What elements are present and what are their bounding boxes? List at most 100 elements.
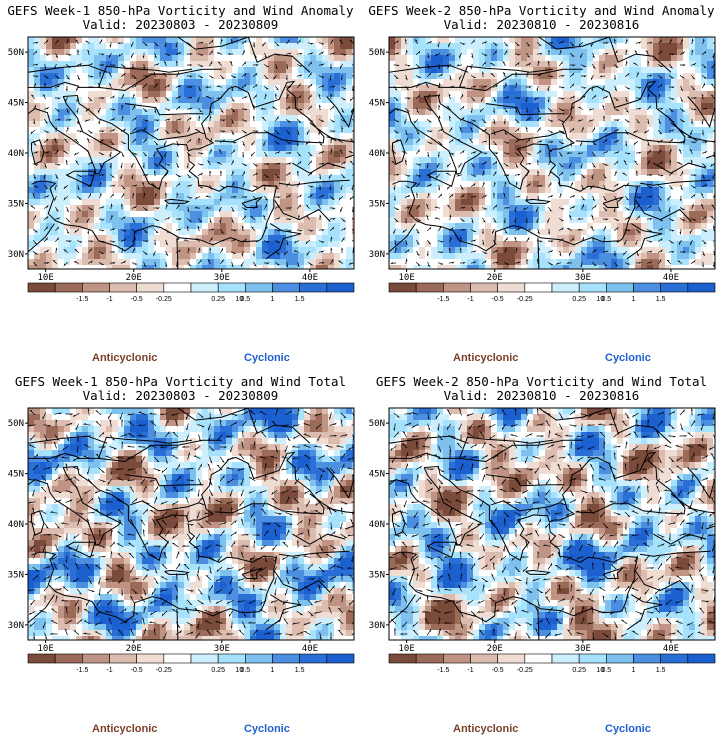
wind-arrow xyxy=(253,261,257,267)
shade-cell xyxy=(491,199,498,206)
shade-cell xyxy=(214,205,221,212)
shade-cell xyxy=(527,217,534,224)
shade-cell xyxy=(130,169,137,176)
shade-cell xyxy=(401,163,408,170)
wind-arrow xyxy=(32,75,39,78)
shade-cell xyxy=(136,163,143,170)
shade-cell xyxy=(166,55,173,62)
shade-cell xyxy=(334,55,341,62)
shade-cell xyxy=(539,55,546,62)
shade-cell xyxy=(148,43,155,50)
wind-arrow xyxy=(264,203,268,210)
shade-cell xyxy=(298,151,305,158)
shade-cell xyxy=(455,55,462,62)
shade-cell xyxy=(617,265,624,269)
shade-cell xyxy=(569,175,576,182)
shade-cell xyxy=(40,181,47,188)
shade-cell xyxy=(70,169,77,176)
shade-cell xyxy=(184,127,191,134)
shade-cell xyxy=(142,199,149,206)
shade-cell xyxy=(94,175,101,182)
shade-cell xyxy=(533,205,540,212)
shade-cell xyxy=(178,199,185,206)
shade-cell xyxy=(635,133,642,140)
shade-cell xyxy=(286,115,293,122)
shade-cell xyxy=(629,103,636,110)
shade-cell xyxy=(563,241,570,248)
shade-cell xyxy=(491,163,498,170)
wind-arrow xyxy=(318,261,325,264)
shade-cell xyxy=(106,91,113,98)
colorbar-tick-label: -1.5 xyxy=(76,296,88,303)
shade-cell xyxy=(334,193,341,200)
wind-arrow xyxy=(154,82,158,89)
wind-arrow xyxy=(55,226,59,232)
shade-cell xyxy=(431,121,438,128)
shade-cell xyxy=(617,91,624,98)
shade-cell xyxy=(455,139,462,146)
shade-cell xyxy=(461,79,468,86)
shade-cell xyxy=(707,181,714,188)
shade-cell xyxy=(713,85,715,92)
shade-cell xyxy=(545,175,552,182)
shade-cell xyxy=(280,187,287,194)
wind-arrow xyxy=(121,192,125,199)
wind-arrow xyxy=(318,162,325,165)
shade-cell xyxy=(46,121,53,128)
shade-cell xyxy=(310,247,317,254)
shade-cell xyxy=(701,133,708,140)
shade-cell xyxy=(328,121,335,128)
shade-cell xyxy=(274,211,281,218)
shade-cell xyxy=(340,199,347,206)
shade-cell xyxy=(557,229,564,236)
shade-cell xyxy=(635,241,642,248)
shade-cell xyxy=(437,205,444,212)
shade-cell xyxy=(142,181,149,188)
shade-cell xyxy=(268,217,275,224)
shade-cell xyxy=(587,127,594,134)
shade-cell xyxy=(467,187,474,194)
shade-cell xyxy=(178,109,185,116)
shade-cell xyxy=(485,205,492,212)
shade-cell xyxy=(58,139,65,146)
shade-cell xyxy=(629,127,636,134)
shade-cell xyxy=(707,259,714,266)
shade-cell xyxy=(689,247,696,254)
shade-cell xyxy=(665,235,672,242)
shade-cell xyxy=(70,55,77,62)
wind-arrow xyxy=(197,152,204,155)
shade-cell xyxy=(154,109,161,116)
shade-cell xyxy=(671,103,678,110)
shade-cell xyxy=(172,241,179,248)
shade-cell xyxy=(322,199,329,206)
shade-cell xyxy=(659,43,666,50)
wind-arrow xyxy=(241,130,248,134)
shade-cell xyxy=(202,169,209,176)
shade-cell xyxy=(274,55,281,62)
shade-cell xyxy=(232,163,239,170)
shade-cell xyxy=(328,133,335,140)
shade-cell xyxy=(479,193,486,200)
shade-cell xyxy=(449,241,456,248)
shade-cell xyxy=(154,43,161,50)
shade-cell xyxy=(497,97,504,104)
shade-cell xyxy=(196,55,203,62)
shade-cell xyxy=(70,61,77,68)
shade-cell xyxy=(467,73,474,80)
shade-cell xyxy=(214,103,221,110)
shade-cell xyxy=(184,37,191,44)
colorbar-swatch xyxy=(245,282,273,293)
shade-cell xyxy=(196,43,203,50)
wind-arrow xyxy=(186,196,193,199)
shade-cell xyxy=(413,133,420,140)
shade-cell xyxy=(683,85,690,92)
wind-arrow xyxy=(339,63,343,70)
shade-cell xyxy=(160,133,167,140)
wind-arrow xyxy=(340,97,347,101)
wind-arrow xyxy=(65,118,72,121)
shade-cell xyxy=(575,235,582,242)
shade-cell xyxy=(226,241,233,248)
wind-arrow xyxy=(296,64,303,67)
shade-cell xyxy=(220,247,227,254)
shade-cell xyxy=(100,229,107,236)
